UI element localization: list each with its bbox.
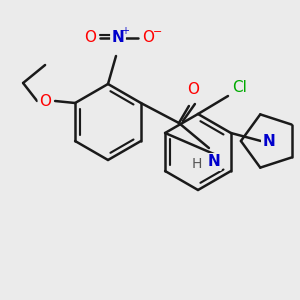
Text: H: H	[192, 157, 202, 171]
Text: O: O	[39, 94, 51, 109]
Text: +: +	[121, 26, 129, 36]
Text: O: O	[187, 82, 199, 97]
Text: −: −	[153, 27, 163, 37]
Text: N: N	[262, 134, 275, 148]
Text: N: N	[112, 31, 124, 46]
Text: O: O	[142, 31, 154, 46]
Text: O: O	[84, 31, 96, 46]
Text: Cl: Cl	[232, 80, 247, 95]
Text: N: N	[208, 154, 220, 169]
